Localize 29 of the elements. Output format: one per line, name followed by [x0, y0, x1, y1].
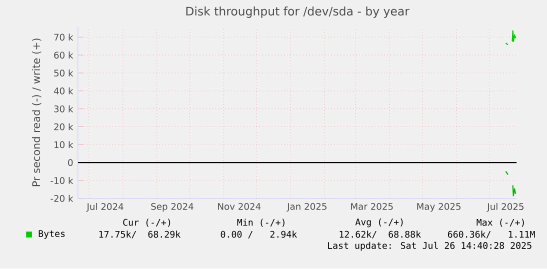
chart-title: Disk throughput for /dev/sda - by year	[186, 6, 410, 18]
y-tick-label: 20 k	[54, 123, 74, 130]
text: Avg (-/+)	[355, 218, 403, 228]
y-axis-title: Pr second read (-) / write (+)	[32, 38, 42, 186]
x-tick-label: Nov 2024	[218, 203, 261, 210]
y-tick-label: 50 k	[54, 70, 74, 77]
x-tick-label: Jul 2025	[486, 203, 524, 212]
x-tick-label: Jul 2024	[86, 203, 124, 212]
y-tick-label: 60 k	[54, 52, 74, 59]
y-tick-label: 30 k	[54, 105, 74, 112]
x-tick-label: Jan 2025	[286, 203, 326, 212]
y-tick-label: -20 k	[50, 194, 74, 202]
text: Last update: Sat Jul 26 14:40:28 2025	[328, 242, 532, 251]
x-tick-label: Mar 2025	[351, 203, 393, 210]
text: 17.75k/ 68.29k	[99, 230, 181, 239]
x-tick-label: Sep 2024	[151, 203, 194, 212]
y-tick-label: 70 k	[54, 34, 74, 41]
y-tick-label: 10 k	[54, 141, 74, 148]
y-tick-label: 40 k	[54, 87, 74, 95]
x-tick-label: May 2025	[417, 203, 460, 212]
legend-label: Bytes	[38, 230, 65, 239]
text: Cur (-/+)	[123, 218, 170, 228]
y-tick-label: 0	[68, 159, 73, 166]
text: 12.62k/ 68.88k	[340, 230, 421, 239]
text: 0.00 / 2.94k	[220, 230, 297, 239]
text: 660.36k/ 1.11M	[448, 230, 535, 239]
text: Min (-/+)	[237, 218, 284, 228]
text: Max (-/+)	[476, 218, 524, 228]
y-tick-label: -10 k	[50, 177, 74, 184]
